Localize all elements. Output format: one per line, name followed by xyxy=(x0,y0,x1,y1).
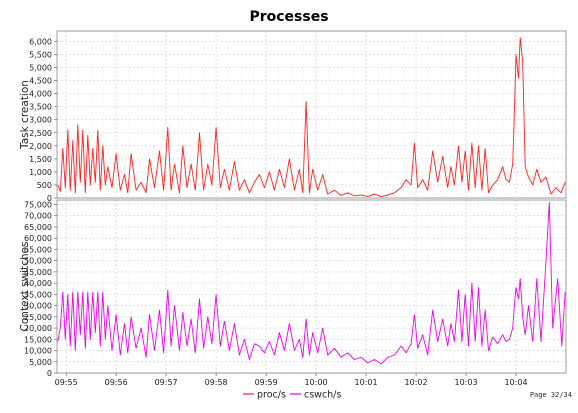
x-tick-label: 10:01 xyxy=(355,378,378,387)
context-switches-ytick-label: 40,000 xyxy=(24,279,52,288)
task-creation-ytick-label: 0 xyxy=(47,194,52,203)
task-creation-ytick-label: 4,500 xyxy=(29,77,52,86)
task-creation-panel: 0 500 1,000 1,500 2,000 2,500 3,000 3,500 4,000 4… xyxy=(19,30,567,203)
task-creation-ytick-label: 4,000 xyxy=(29,90,52,99)
task-creation-ytick-label: 5,000 xyxy=(29,64,52,73)
context-switches-ytick-label: 55,000 xyxy=(24,245,52,254)
context-switches-ytick-label: 65,000 xyxy=(24,223,52,232)
context-switches-ytick-label: 35,000 xyxy=(24,290,52,299)
task-creation-ytick-label: 1,000 xyxy=(29,168,52,177)
context-switches-ytick-label: 10,000 xyxy=(24,347,52,356)
x-tick-label: 09:59 xyxy=(255,378,278,387)
context-switches-ytick-label: 15,000 xyxy=(24,335,52,344)
x-tick-label: 09:55 xyxy=(55,378,78,387)
task-creation-ytick-label: 1,500 xyxy=(29,155,52,164)
chart-title: Processes xyxy=(249,9,328,25)
context-switches-ytick-label: 25,000 xyxy=(24,313,52,322)
task-creation-frame xyxy=(56,30,567,199)
task-creation-axis-title: Task creation xyxy=(19,80,31,150)
context-switches-ytick-label: 50,000 xyxy=(24,257,52,266)
context-switches-frame xyxy=(56,199,567,374)
legend-proc-label: proc/s xyxy=(257,390,286,401)
x-tick-label: 10:03 xyxy=(455,378,478,387)
task-creation-ytick-label: 2,500 xyxy=(29,129,52,138)
x-tick-label: 09:56 xyxy=(105,378,128,387)
context-switches-ytick-label: 30,000 xyxy=(24,302,52,311)
context-switches-series-line-cswchs xyxy=(57,201,566,365)
context-switches-ytick-label: 60,000 xyxy=(24,234,52,243)
context-switches-axis-title: Context switches xyxy=(19,242,31,332)
context-switches-ytick-label: 5,000 xyxy=(29,358,52,367)
context-switches-ytick-label: 45,000 xyxy=(24,268,52,277)
task-creation-ytick-label: 5,500 xyxy=(29,50,52,59)
x-tick-label: 10:02 xyxy=(405,378,428,387)
task-creation-ytick-label: 2,000 xyxy=(29,142,52,151)
context-switches-ytick-label: 0 xyxy=(47,369,52,378)
task-creation-ytick-label: 3,000 xyxy=(29,116,52,125)
context-switches-plot-area xyxy=(57,200,566,373)
task-creation-ytick-label: 6,000 xyxy=(29,37,52,46)
legend-cswch-label: cswch/s xyxy=(304,390,341,401)
context-switches-ytick-label: 75,000 xyxy=(24,200,52,209)
task-creation-series-line-procs xyxy=(57,37,566,198)
x-tick-label: 09:57 xyxy=(155,378,178,387)
page-number: Page 32/34 xyxy=(530,391,572,399)
x-tick-label: 09:58 xyxy=(205,378,228,387)
task-creation-ytick-label: 500 xyxy=(37,181,52,190)
x-tick-label: 10:00 xyxy=(305,378,328,387)
legend: proc/s cswch/s xyxy=(243,390,341,401)
context-switches-ytick-label: 70,000 xyxy=(24,212,52,221)
task-creation-plot-area xyxy=(57,31,566,198)
context-switches-panel: 0 5,000 10,000 15,000 20,000 25,000 30,000 35,0… xyxy=(19,199,567,387)
x-tick-label: 10:04 xyxy=(504,378,527,387)
task-creation-ytick-label: 3,500 xyxy=(29,103,52,112)
context-switches-ytick-label: 20,000 xyxy=(24,324,52,333)
